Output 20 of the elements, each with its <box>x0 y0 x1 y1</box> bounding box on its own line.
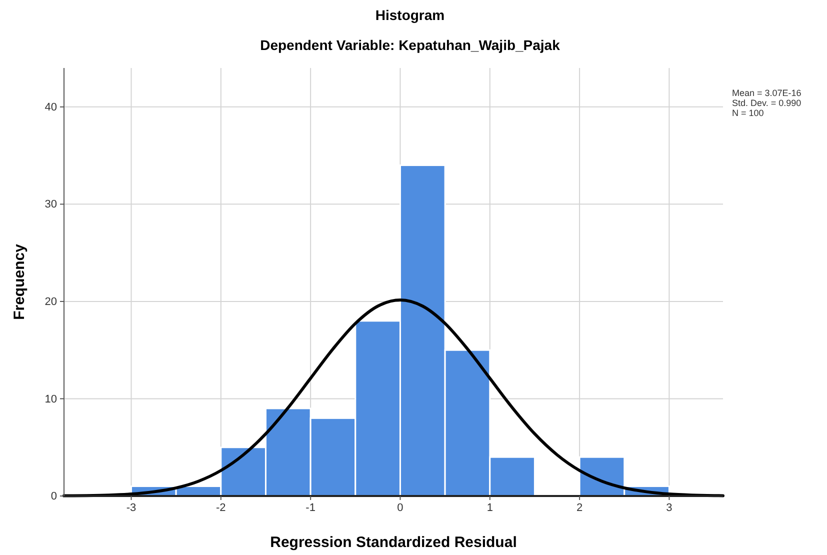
x-tick-label: -2 <box>216 502 226 514</box>
y-tick-label: 20 <box>44 296 57 308</box>
y-tick-label: 30 <box>44 198 57 211</box>
x-tick-label: 0 <box>397 502 404 514</box>
x-tick-label: -1 <box>306 502 316 514</box>
y-tick-label: 0 <box>50 490 57 503</box>
chart-title: Histogram <box>375 7 445 23</box>
chart-subtitle: Dependent Variable: Kepatuhan_Wajib_Pajak <box>260 37 560 53</box>
x-tick-label: 2 <box>576 502 583 514</box>
text: N = 100 <box>732 108 764 118</box>
x-tick-label: -3 <box>126 502 136 514</box>
y-tick-label: 40 <box>44 101 57 114</box>
x-tick-label: 3 <box>666 502 672 514</box>
x-axis-title: Regression Standardized Residual <box>270 534 517 551</box>
line-series <box>62 298 724 498</box>
y-axis-title: Frequency <box>11 243 28 320</box>
x-tick-label: 1 <box>486 502 493 514</box>
text: Std. Dev. = 0.990 <box>732 98 802 108</box>
text: Mean = 3.07E-16 <box>732 88 802 98</box>
y-tick-label: 10 <box>44 393 57 406</box>
